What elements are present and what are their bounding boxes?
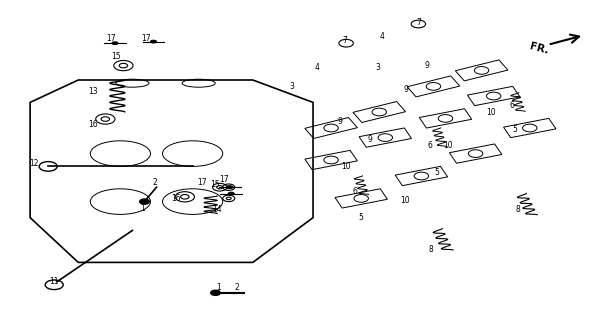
Text: 13: 13 (88, 87, 98, 96)
Text: 9: 9 (368, 135, 373, 144)
Text: 12: 12 (29, 159, 39, 168)
Text: 17: 17 (197, 178, 206, 187)
Text: 10: 10 (486, 108, 495, 116)
Text: 17: 17 (107, 34, 116, 43)
Text: 5: 5 (512, 125, 517, 134)
Text: 2: 2 (152, 178, 157, 187)
Text: 17: 17 (141, 34, 150, 43)
Text: 6: 6 (428, 141, 433, 150)
Text: 5: 5 (434, 168, 439, 177)
Text: 14: 14 (212, 205, 222, 214)
Text: 9: 9 (404, 85, 409, 94)
Text: 3: 3 (375, 63, 380, 72)
Text: 9: 9 (425, 61, 430, 70)
Text: 9: 9 (338, 117, 343, 126)
Text: 8: 8 (428, 245, 433, 254)
Circle shape (226, 185, 234, 189)
Text: 5: 5 (359, 213, 364, 222)
Text: 8: 8 (515, 205, 520, 214)
Text: 1: 1 (216, 284, 221, 292)
Text: 16: 16 (172, 194, 181, 203)
Text: 4: 4 (380, 32, 385, 41)
Circle shape (228, 192, 235, 196)
Text: 6: 6 (353, 188, 358, 196)
Text: 15: 15 (111, 52, 120, 60)
Text: 15: 15 (210, 180, 220, 188)
Text: 10: 10 (400, 196, 410, 204)
Circle shape (140, 199, 149, 204)
Circle shape (111, 41, 119, 45)
Circle shape (150, 40, 157, 44)
Circle shape (211, 290, 220, 295)
Text: FR.: FR. (528, 42, 550, 56)
Text: 7: 7 (416, 18, 421, 27)
Text: 4: 4 (315, 63, 320, 72)
Text: 3: 3 (290, 82, 294, 91)
Text: 11: 11 (49, 277, 59, 286)
Text: 2: 2 (234, 284, 239, 292)
Text: 10: 10 (341, 162, 351, 171)
Text: 10: 10 (444, 141, 453, 150)
Text: 17: 17 (219, 175, 229, 184)
Text: 7: 7 (342, 36, 347, 44)
Text: 6: 6 (509, 101, 514, 110)
Text: 1: 1 (140, 204, 145, 212)
Text: 16: 16 (88, 120, 98, 129)
